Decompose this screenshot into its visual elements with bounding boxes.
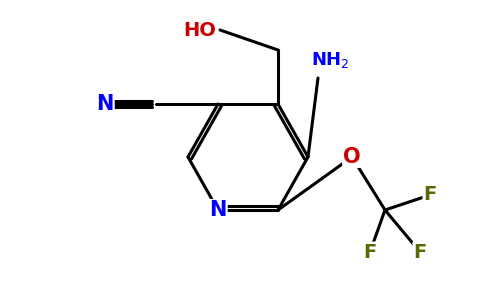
Text: O: O [343,147,361,167]
Text: N: N [96,94,114,114]
Text: F: F [413,242,426,262]
Text: HO: HO [183,20,216,40]
Text: NH$_2$: NH$_2$ [311,50,349,70]
Text: F: F [363,242,377,262]
Text: F: F [424,185,437,205]
Text: N: N [209,200,227,220]
